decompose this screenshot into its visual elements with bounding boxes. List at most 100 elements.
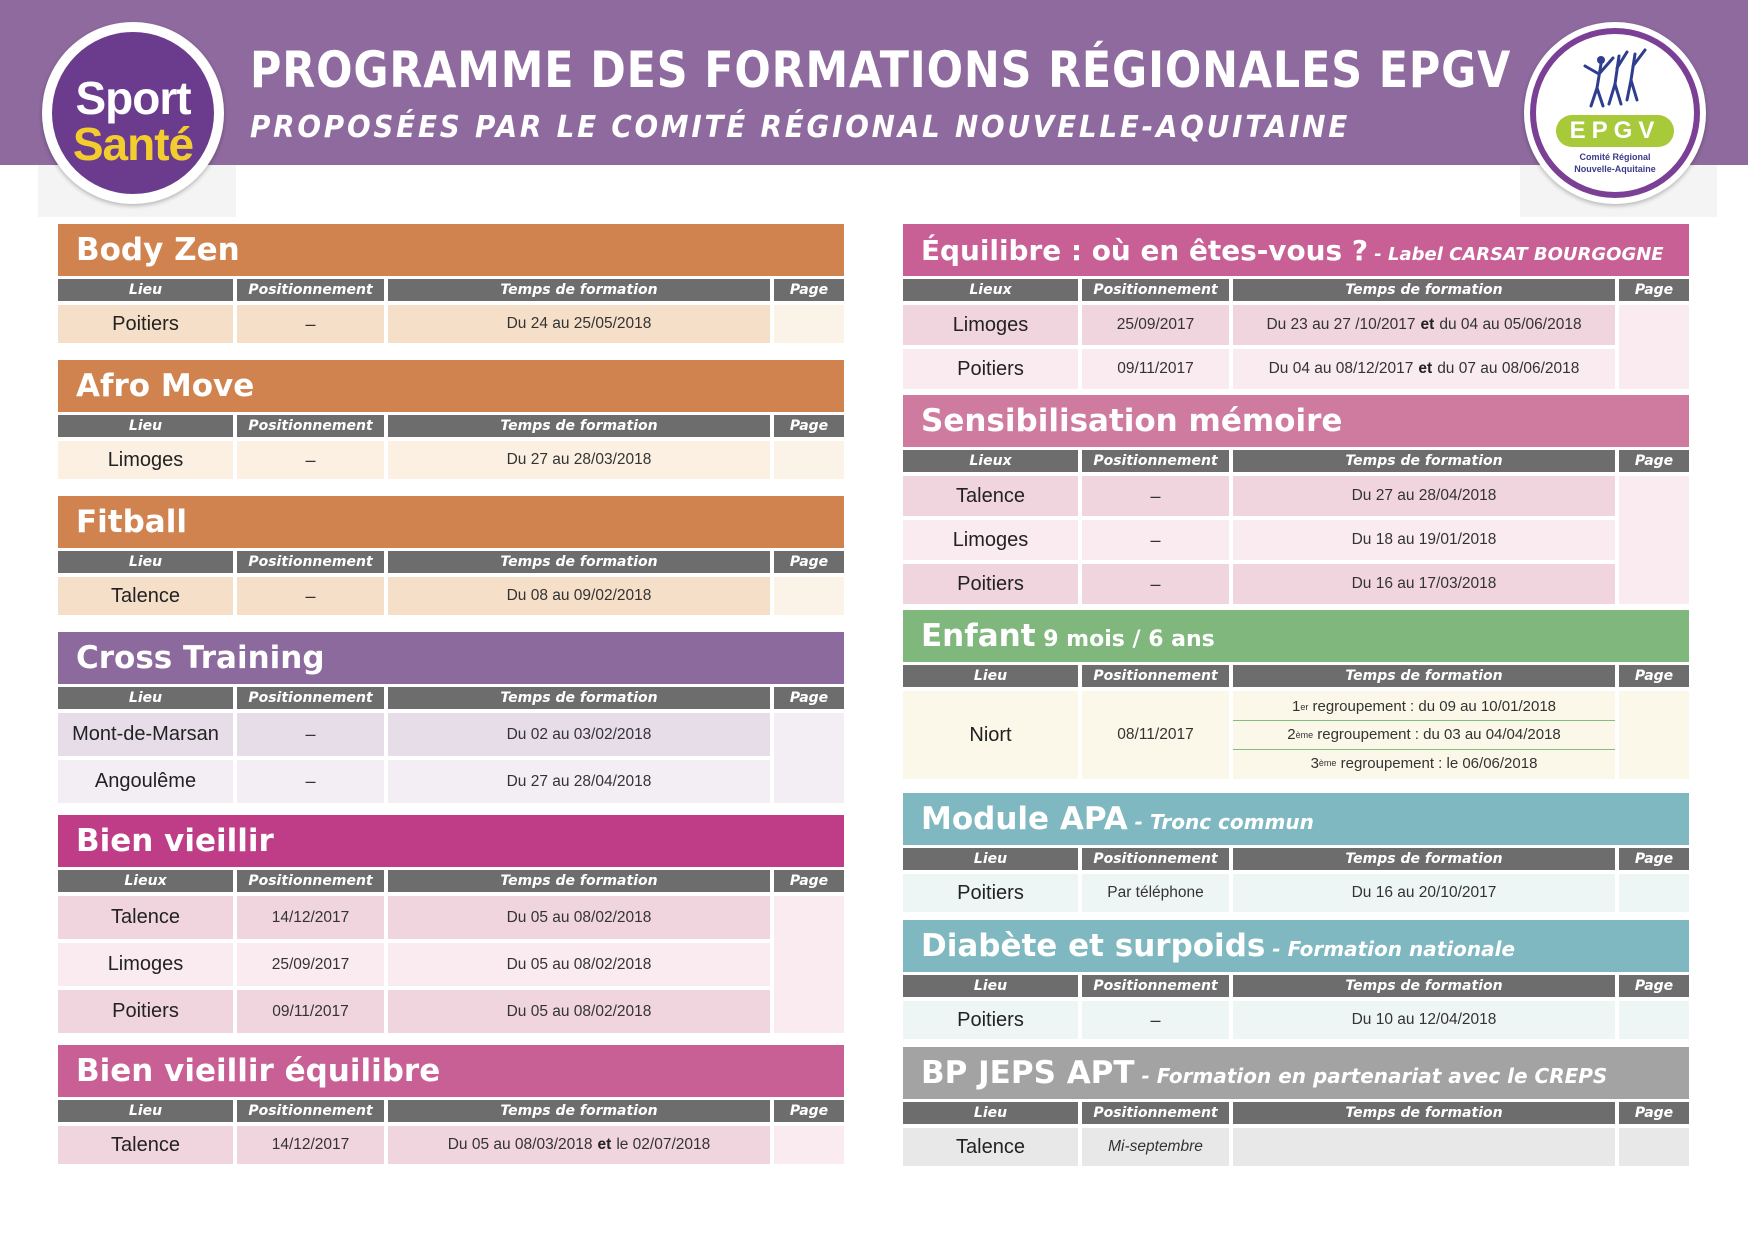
section-subtitle: - Label CARSAT BOURGOGNE <box>1368 244 1664 265</box>
cell-lieu: Poitiers <box>903 1001 1078 1039</box>
table-row: Limoges – Du 18 au 19/01/2018 <box>903 520 1619 560</box>
cell-positionnement: 08/11/2017 <box>1082 691 1229 779</box>
page-cell <box>774 441 844 479</box>
column-header-positionnement: Positionnement <box>237 415 384 437</box>
cell-positionnement: – <box>237 577 384 615</box>
cell-lieu: Limoges <box>58 441 233 479</box>
cell-lieu: Mont-de-Marsan <box>58 713 233 756</box>
column-header-positionnement: Positionnement <box>1082 1102 1229 1124</box>
cell-positionnement: – <box>1082 1001 1229 1039</box>
regroupement-ordinal-suffix: ème <box>1318 758 1337 769</box>
column-header-page: Page <box>774 551 844 573</box>
table-row: Poitiers – Du 16 au 17/03/2018 <box>903 564 1619 604</box>
column-header-positionnement: Positionnement <box>237 279 384 301</box>
page-subtitle: PROPOSÉES PAR LE COMITÉ RÉGIONAL NOUVELL… <box>250 110 1351 145</box>
cell-lieu: Talence <box>58 1126 233 1164</box>
column-header-positionnement: Positionnement <box>1082 450 1229 472</box>
section-title-text: BP JEPS APT <box>921 1055 1135 1091</box>
cell-temps: Du 24 au 25/05/2018 <box>388 305 770 343</box>
column-header-lieu: Lieux <box>903 279 1078 301</box>
page-cell <box>1619 476 1689 604</box>
temps-part-a: Du 04 au 08/12/2017 <box>1268 360 1414 377</box>
regroupement-text: regroupement : du 03 au 04/04/2018 <box>1313 726 1561 744</box>
column-headers: Lieu Positionnement Temps de formation Page <box>58 687 844 709</box>
column-header-page: Page <box>1619 848 1689 870</box>
column-header-lieu: Lieu <box>58 279 233 301</box>
cell-temps: Du 02 au 03/02/2018 <box>388 713 770 756</box>
cell-lieu: Talence <box>903 1128 1078 1166</box>
section-subtitle: 9 mois / 6 ans <box>1035 627 1215 652</box>
column-headers: Lieux Positionnement Temps de formation Pag… <box>58 870 844 892</box>
cell-temps: Du 04 au 08/12/2017 et du 07 au 08/06/2018 <box>1233 349 1615 389</box>
page-cell <box>774 1126 844 1164</box>
cell-positionnement: – <box>1082 564 1229 604</box>
page-title: PROGRAMME DES FORMATIONS RÉGIONALES EPGV <box>250 41 1512 99</box>
column-headers: Lieu Positionnement Temps de formation Page <box>903 665 1689 687</box>
cell-temps: Du 16 au 17/03/2018 <box>1233 564 1615 604</box>
column-header-temps: Temps de formation <box>1233 1102 1615 1124</box>
column-header-lieu: Lieu <box>58 687 233 709</box>
table-row: Niort 08/11/2017 1 er regroupement : du 09 … <box>903 691 1619 779</box>
cell-temps: Du 18 au 19/01/2018 <box>1233 520 1615 560</box>
section-title-text: Body Zen <box>76 232 240 268</box>
cell-positionnement: 25/09/2017 <box>1082 305 1229 345</box>
section-title: BP JEPS APT - Formation en partenariat a… <box>903 1047 1689 1099</box>
column-header-temps: Temps de formation <box>1233 279 1615 301</box>
cell-lieu: Poitiers <box>903 349 1078 389</box>
column-header-positionnement: Positionnement <box>237 1100 384 1122</box>
section-title-text: Module APA <box>921 801 1128 837</box>
cell-positionnement: – <box>237 305 384 343</box>
table-row: Poitiers 09/11/2017 Du 04 au 08/12/2017 et d… <box>903 349 1619 389</box>
page-cell <box>1619 874 1689 912</box>
page-cell <box>774 577 844 615</box>
cell-temps: Du 08 au 09/02/2018 <box>388 577 770 615</box>
section-title: Bien vieillir équilibre <box>58 1045 844 1097</box>
cell-positionnement: 09/11/2017 <box>237 990 384 1033</box>
section-title-text: Cross Training <box>76 640 325 676</box>
cell-positionnement: 14/12/2017 <box>237 896 384 939</box>
section-title: Body Zen <box>58 224 844 276</box>
cell-positionnement: Par téléphone <box>1082 874 1229 912</box>
column-header-temps: Temps de formation <box>1233 848 1615 870</box>
cell-temps: Du 05 au 08/03/2018 et le 02/07/2018 <box>388 1126 770 1164</box>
cell-lieu: Talence <box>903 476 1078 516</box>
regroupement-text: regroupement : le 06/06/2018 <box>1336 754 1538 772</box>
column-header-positionnement: Positionnement <box>1082 975 1229 997</box>
column-header-lieu: Lieu <box>58 1100 233 1122</box>
cell-temps: Du 16 au 20/10/2017 <box>1233 874 1615 912</box>
page-cell <box>1619 1128 1689 1166</box>
column-header-lieu: Lieux <box>58 870 233 892</box>
cell-temps: Du 27 au 28/04/2018 <box>1233 476 1615 516</box>
regroupement-line: 3 ème regroupement : le 06/06/2018 <box>1233 748 1615 777</box>
column-headers: Lieux Positionnement Temps de formation Pag… <box>903 450 1689 472</box>
temps-part-b: le 02/07/2018 <box>616 1136 711 1153</box>
cell-positionnement: 09/11/2017 <box>1082 349 1229 389</box>
column-header-page: Page <box>774 279 844 301</box>
section-subtitle: - Tronc commun <box>1127 810 1314 834</box>
section-title: Diabète et surpoids - Formation national… <box>903 920 1689 972</box>
table-row: Mont-de-Marsan – Du 02 au 03/02/2018 <box>58 713 774 756</box>
table-row: Poitiers – Du 24 au 25/05/2018 <box>58 305 774 343</box>
column-headers: Lieu Positionnement Temps de formation Page <box>58 551 844 573</box>
column-header-page: Page <box>1619 450 1689 472</box>
table-row: Talence 14/12/2017 Du 05 au 08/02/2018 <box>58 896 774 939</box>
section-title: Sensibilisation mémoire <box>903 395 1689 447</box>
logo-word-sante: Santé <box>72 118 194 170</box>
temps-part-a: Du 23 au 27 /10/2017 <box>1266 316 1416 333</box>
column-header-temps: Temps de formation <box>388 687 770 709</box>
column-header-temps: Temps de formation <box>1233 975 1615 997</box>
epgv-logo: EPGV Comité Régional Nouvelle-Aquitaine <box>1524 22 1706 204</box>
column-header-page: Page <box>1619 975 1689 997</box>
cell-lieu: Poitiers <box>903 564 1078 604</box>
column-header-temps: Temps de formation <box>388 415 770 437</box>
temps-et: et <box>1418 360 1433 377</box>
section-title-text: Enfant <box>921 618 1036 654</box>
table-row: Angoulême – Du 27 au 28/04/2018 <box>58 760 774 803</box>
temps-et: et <box>1420 316 1435 333</box>
page-cell <box>774 305 844 343</box>
column-headers: Lieu Positionnement Temps de formation Page <box>58 279 844 301</box>
column-header-positionnement: Positionnement <box>237 551 384 573</box>
column-header-lieu: Lieu <box>903 975 1078 997</box>
section-title: Fitball <box>58 496 844 548</box>
epgv-badge: EPGV <box>1556 115 1674 147</box>
